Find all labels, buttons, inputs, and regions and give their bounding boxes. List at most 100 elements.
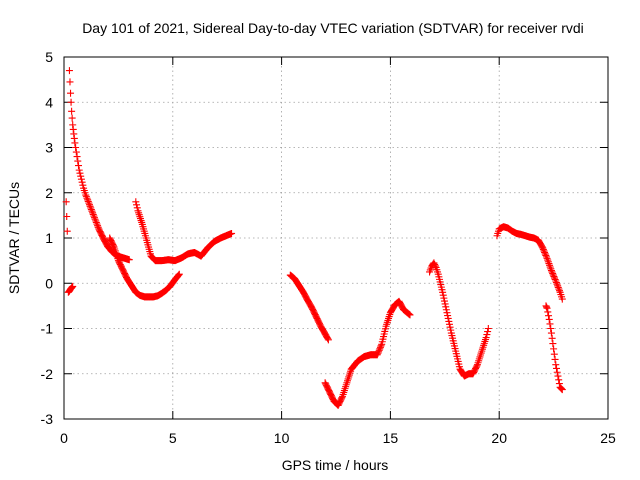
data-point — [549, 270, 557, 278]
data-point — [89, 210, 97, 218]
data-point — [90, 214, 98, 222]
y-tick-label: 3 — [45, 140, 53, 156]
data-point — [324, 336, 332, 344]
y-axis-label: SDTVAR / TECUs — [6, 182, 22, 294]
data-point — [375, 348, 383, 356]
data-point — [85, 201, 93, 209]
data-point — [555, 376, 563, 384]
data-point — [482, 334, 490, 342]
data-point — [542, 253, 550, 261]
data-point — [540, 247, 548, 255]
data-point — [72, 148, 80, 156]
data-point — [549, 271, 557, 279]
data-point — [546, 261, 554, 269]
data-point — [447, 326, 455, 334]
data-point — [554, 282, 562, 290]
series-arc-1 — [65, 67, 133, 264]
data-point — [69, 282, 77, 290]
data-point — [91, 215, 99, 223]
data-point — [545, 312, 553, 320]
data-point — [543, 254, 551, 262]
data-point — [125, 256, 133, 264]
data-point — [87, 204, 95, 212]
axes — [63, 56, 609, 420]
data-point — [484, 328, 492, 336]
data-point — [77, 172, 85, 180]
series-arc-8 — [426, 259, 492, 380]
data-point — [555, 285, 563, 293]
data-point — [439, 291, 447, 299]
data-point — [552, 277, 560, 285]
data-point — [442, 306, 450, 314]
y-tick-label: 4 — [45, 94, 53, 110]
data-point — [550, 345, 558, 353]
data-point — [440, 297, 448, 305]
data-point — [84, 197, 92, 205]
data-point — [446, 323, 454, 331]
grid — [64, 57, 608, 419]
data-point — [554, 372, 562, 380]
data-point — [547, 267, 555, 275]
x-tick-label: 25 — [600, 430, 616, 446]
data-point — [84, 196, 92, 204]
data-point — [78, 178, 86, 186]
data-point — [547, 329, 555, 337]
data-point — [551, 355, 559, 363]
data-point — [62, 198, 70, 206]
data-point — [548, 268, 556, 276]
data-point — [439, 288, 447, 296]
data-point — [557, 384, 565, 392]
data-point — [441, 300, 449, 308]
data-point — [67, 89, 75, 97]
tick-labels: 0 5 10 15 20 25 -3 -2 -1 0 1 2 3 4 5 — [41, 49, 616, 446]
data-point — [94, 222, 102, 230]
data-point — [132, 198, 140, 206]
data-point — [553, 364, 561, 372]
data-point — [133, 201, 141, 209]
data-point — [445, 320, 453, 328]
data-point — [551, 276, 559, 284]
data-point — [374, 349, 382, 357]
data-point — [548, 334, 556, 342]
data-point — [82, 191, 90, 199]
data-point — [550, 273, 558, 281]
data-point — [544, 258, 552, 266]
data-point — [376, 343, 384, 351]
x-tick-label: 10 — [274, 430, 290, 446]
data-point — [92, 218, 100, 226]
x-axis-label: GPS time / hours — [282, 457, 389, 473]
y-tick-label: 5 — [45, 49, 53, 65]
data-point — [92, 217, 100, 225]
data-point — [483, 331, 491, 339]
data-point — [76, 169, 84, 177]
data-point — [175, 270, 183, 278]
data-point — [430, 259, 438, 267]
data-point — [552, 279, 560, 287]
data-point — [75, 166, 83, 174]
data-point — [89, 209, 97, 217]
data-point — [68, 114, 76, 122]
data-point — [406, 311, 414, 319]
data-point — [77, 175, 85, 183]
data-point — [133, 204, 141, 212]
data-point — [558, 295, 566, 303]
data-point — [94, 223, 102, 231]
series-arc-7 — [321, 297, 414, 409]
data-point — [86, 202, 94, 210]
x-tick-label: 5 — [169, 430, 177, 446]
data-point — [431, 262, 439, 270]
data-point — [547, 325, 555, 332]
y-tick-label: 2 — [45, 185, 53, 201]
data-point — [544, 256, 552, 264]
data-point — [228, 229, 236, 237]
data-point — [377, 342, 385, 350]
data-point — [554, 283, 562, 291]
series-arc-2 — [62, 198, 71, 235]
data-point — [546, 320, 554, 328]
data-point — [72, 144, 80, 151]
data-point — [338, 394, 346, 402]
data-point — [444, 314, 452, 322]
data-point — [68, 107, 76, 115]
